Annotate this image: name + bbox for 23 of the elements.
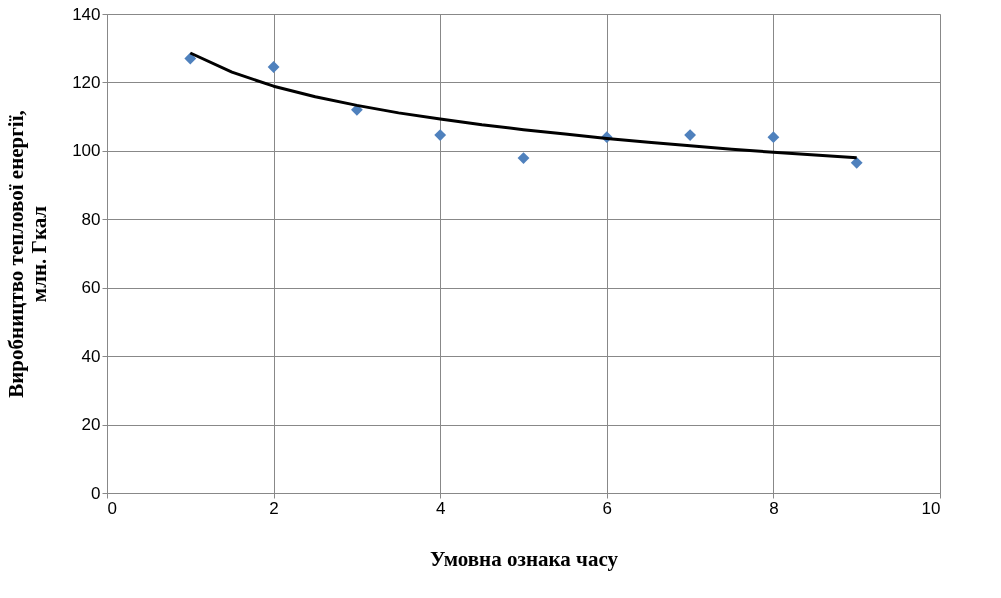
x-tick-label: 8: [769, 498, 779, 518]
x-tick-label: 10: [921, 498, 941, 518]
x-tick-label: 2: [269, 498, 279, 518]
y-tick-label: 100: [72, 141, 101, 161]
point: [434, 129, 447, 142]
point: [850, 156, 863, 169]
x-axis-title: Умовна ознака часу: [430, 546, 619, 571]
y-tick-label: 40: [81, 346, 101, 366]
point: [767, 131, 780, 144]
y-tick-label: 80: [81, 209, 101, 229]
y-tick-label: 20: [81, 415, 101, 435]
x-tick-label: 6: [602, 498, 613, 518]
point: [684, 129, 697, 142]
point: [184, 52, 197, 65]
x-tick-label: 4: [435, 498, 446, 518]
y-tick-label: 60: [81, 278, 101, 298]
x-tick-label: 0: [107, 498, 117, 518]
point: [517, 152, 530, 164]
y-axis-title: Виробництво теплової енергії, млн. Гкал: [4, 110, 52, 398]
y-tick-label: 0: [91, 483, 101, 503]
point: [267, 61, 280, 73]
y-tick-label: 120: [72, 72, 101, 92]
y-tick-label: 140: [72, 4, 101, 24]
